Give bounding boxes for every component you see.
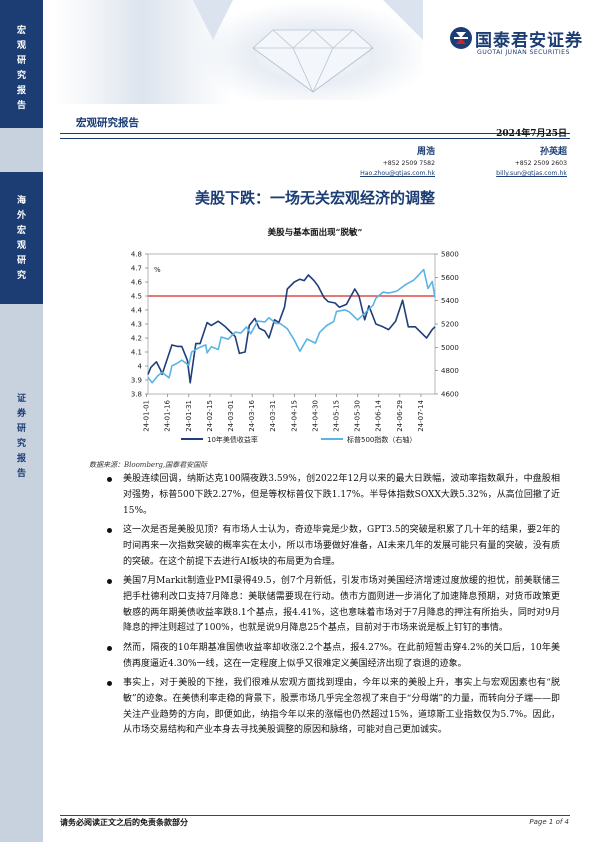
y-right-tick-label: 4600 bbox=[441, 391, 459, 399]
x-tick-label: 24-05-30 bbox=[354, 400, 362, 432]
x-tick-label: 24-05-15 bbox=[333, 400, 341, 432]
bullet-paragraph: 这一次是否是美股见顶？有市场人士认为，奇迹毕竟是少数，GPT3.5的突破是积累了… bbox=[107, 523, 560, 570]
x-tick-label: 24-02-15 bbox=[206, 400, 214, 432]
x-tick-label: 24-03-31 bbox=[269, 400, 277, 432]
y-right-tick-label: 5200 bbox=[441, 321, 459, 329]
sidebar-char: 究 bbox=[16, 439, 26, 449]
sidebar-char: 究 bbox=[16, 71, 26, 81]
sidebar-char: 券 bbox=[16, 409, 26, 419]
y-left-tick-label: 3.9 bbox=[131, 377, 142, 385]
author-email-link[interactable]: billy.sun@gtjas.com.hk bbox=[496, 170, 567, 177]
y-left-tick-label: 4.2 bbox=[131, 335, 142, 343]
sidebar-label-macro: 宏观研究报告 bbox=[0, 24, 43, 114]
y-left-tick-label: 4.5 bbox=[131, 293, 142, 301]
footer-rule bbox=[60, 815, 570, 816]
y-left-tick-label: 4.4 bbox=[131, 307, 143, 315]
sidebar-section-macro: 宏观研究报告 bbox=[0, 0, 43, 128]
sidebar-section-overseas: 海外宏观研究 bbox=[0, 172, 43, 304]
sidebar-label-overseas: 海外宏观研究 bbox=[0, 194, 43, 284]
y-right-tick-label: 4800 bbox=[441, 367, 459, 375]
author-1: 周浩 +852 2509 7582 Hao.zhou@gtjas.com.hk bbox=[360, 145, 435, 179]
series-line-sp500 bbox=[147, 268, 436, 384]
y-right-tick-label: 5400 bbox=[441, 297, 459, 305]
page-number: Page 1 of 4 bbox=[529, 818, 569, 826]
sidebar-char: 观 bbox=[16, 241, 26, 251]
y-right-tick-label: 5800 bbox=[441, 251, 459, 259]
legend-label-sp500: 标普500指数（右轴） bbox=[347, 435, 416, 444]
y-left-tick-label: 4 bbox=[138, 363, 143, 371]
sidebar-char: 海 bbox=[16, 196, 26, 206]
chart-svg: 3.8 3.9 4 4.1 4.2 4.3 4.4 4.5 4.6 4.7 4.8% 4600 4800… bbox=[131, 251, 459, 445]
x-tick-label: 24-03-01 bbox=[227, 400, 235, 432]
author-email-link[interactable]: Hao.zhou@gtjas.com.hk bbox=[360, 170, 435, 177]
sidebar-char: 外 bbox=[16, 211, 26, 221]
sidebar-char: 研 bbox=[16, 424, 26, 434]
author-phone: +852 2509 2603 bbox=[514, 160, 567, 167]
y-left-tick-label: 3.8 bbox=[131, 391, 142, 399]
y-left-tick-label: 4.7 bbox=[131, 265, 142, 273]
sidebar-char: 观 bbox=[16, 41, 26, 51]
sidebar-char: 报 bbox=[16, 454, 26, 464]
y-left-tick-label: 4.3 bbox=[131, 321, 142, 329]
diamond-graphic bbox=[193, 0, 423, 100]
chart-title: 美股与基本面出现“脱敏” bbox=[267, 228, 363, 238]
bullet-paragraph: 然而，隔夜的10年期基准国债收益率却收涨2.2个基点，报4.27%。在此前短暂击… bbox=[107, 641, 560, 673]
x-tick-label: 24-07-14 bbox=[417, 399, 425, 431]
report-title: 美股下跌：一场无关宏观经济的调整 bbox=[194, 189, 435, 207]
report-date: 2024年7月25日 bbox=[496, 129, 567, 139]
x-tick-label: 24-04-15 bbox=[290, 400, 298, 432]
y-left-tick-label: 4.6 bbox=[131, 279, 143, 287]
sidebar-char: 告 bbox=[16, 469, 26, 479]
x-tick-label: 24-06-29 bbox=[396, 400, 404, 432]
y-left-unit-label: % bbox=[154, 266, 161, 274]
brand-name-en: GUOTAI JUNAN SECURITIES bbox=[477, 49, 570, 56]
bullet-paragraph: 美股连续回调，纳斯达克100隔夜跌3.59%，创2022年12月以来的最大日跌幅… bbox=[107, 472, 560, 519]
author-name: 周浩 bbox=[416, 147, 435, 157]
y-right-tick-label: 5000 bbox=[441, 344, 459, 352]
y-right-tick-label: 5600 bbox=[441, 274, 459, 282]
y-left-tick-label: 4.1 bbox=[131, 349, 142, 357]
line-chart: 3.8 3.9 4 4.1 4.2 4.3 4.4 4.5 4.6 4.7 4.8% 4600 4800… bbox=[118, 246, 465, 451]
report-type: 宏观研究报告 bbox=[76, 117, 139, 129]
x-tick-label: 24-01-16 bbox=[164, 399, 172, 431]
footer-disclaimer: 请务必阅读正文之后的免责条款部分 bbox=[60, 817, 188, 827]
author-2: 孙英超 +852 2509 2603 billy.sun@gtjas.com.h… bbox=[496, 145, 567, 179]
header-rule-top bbox=[60, 133, 570, 134]
author-name: 孙英超 bbox=[539, 147, 567, 157]
sidebar-char: 研 bbox=[16, 56, 26, 66]
sidebar: 宏观研究报告 海外宏观研究 证券研究报告 bbox=[0, 0, 43, 842]
series-line-yield bbox=[147, 274, 436, 384]
x-tick-label: 24-03-16 bbox=[248, 399, 256, 431]
y-left-tick-label: 4.8 bbox=[131, 251, 142, 259]
sidebar-label-securities: 证券研究报告 bbox=[0, 392, 43, 482]
x-tick-label: 24-01-01 bbox=[143, 400, 151, 432]
legend-label-yield: 10年美债收益率 bbox=[207, 435, 258, 444]
sidebar-char: 宏 bbox=[16, 226, 26, 236]
brand-name-cn: 国泰君安证券 bbox=[475, 31, 583, 51]
x-tick-label: 24-04-30 bbox=[311, 400, 319, 432]
sidebar-char: 研 bbox=[16, 256, 26, 266]
header-banner: 国泰君安证券 GUOTAI JUNAN SECURITIES bbox=[43, 0, 595, 104]
bullet-paragraph: 美国7月Markit制造业PMI录得49.5，创7个月新低，引发市场对美国经济增… bbox=[107, 574, 560, 637]
bullet-list: 美股连续回调，纳斯达克100隔夜跌3.59%，创2022年12月以来的最大日跌幅… bbox=[107, 472, 560, 743]
sidebar-char: 宏 bbox=[16, 26, 26, 36]
sidebar-char: 证 bbox=[16, 394, 26, 404]
header-rule-bottom bbox=[60, 138, 570, 139]
author-phone: +852 2509 7582 bbox=[382, 160, 435, 167]
sidebar-char: 究 bbox=[16, 271, 26, 281]
sidebar-char: 告 bbox=[16, 101, 26, 111]
sidebar-char: 报 bbox=[16, 86, 26, 96]
x-tick-label: 24-01-31 bbox=[185, 400, 193, 432]
bullet-paragraph: 事实上，对于美股的下挫，我们很难从宏观方面找到理由，今年以来的美股上升，事实上与… bbox=[107, 676, 560, 739]
data-source: 数据来源：Bloomberg,国泰君安国际 bbox=[89, 461, 208, 469]
sidebar-gap bbox=[0, 128, 43, 172]
brand-logo-icon bbox=[450, 27, 472, 49]
x-tick-label: 24-06-14 bbox=[375, 399, 383, 431]
